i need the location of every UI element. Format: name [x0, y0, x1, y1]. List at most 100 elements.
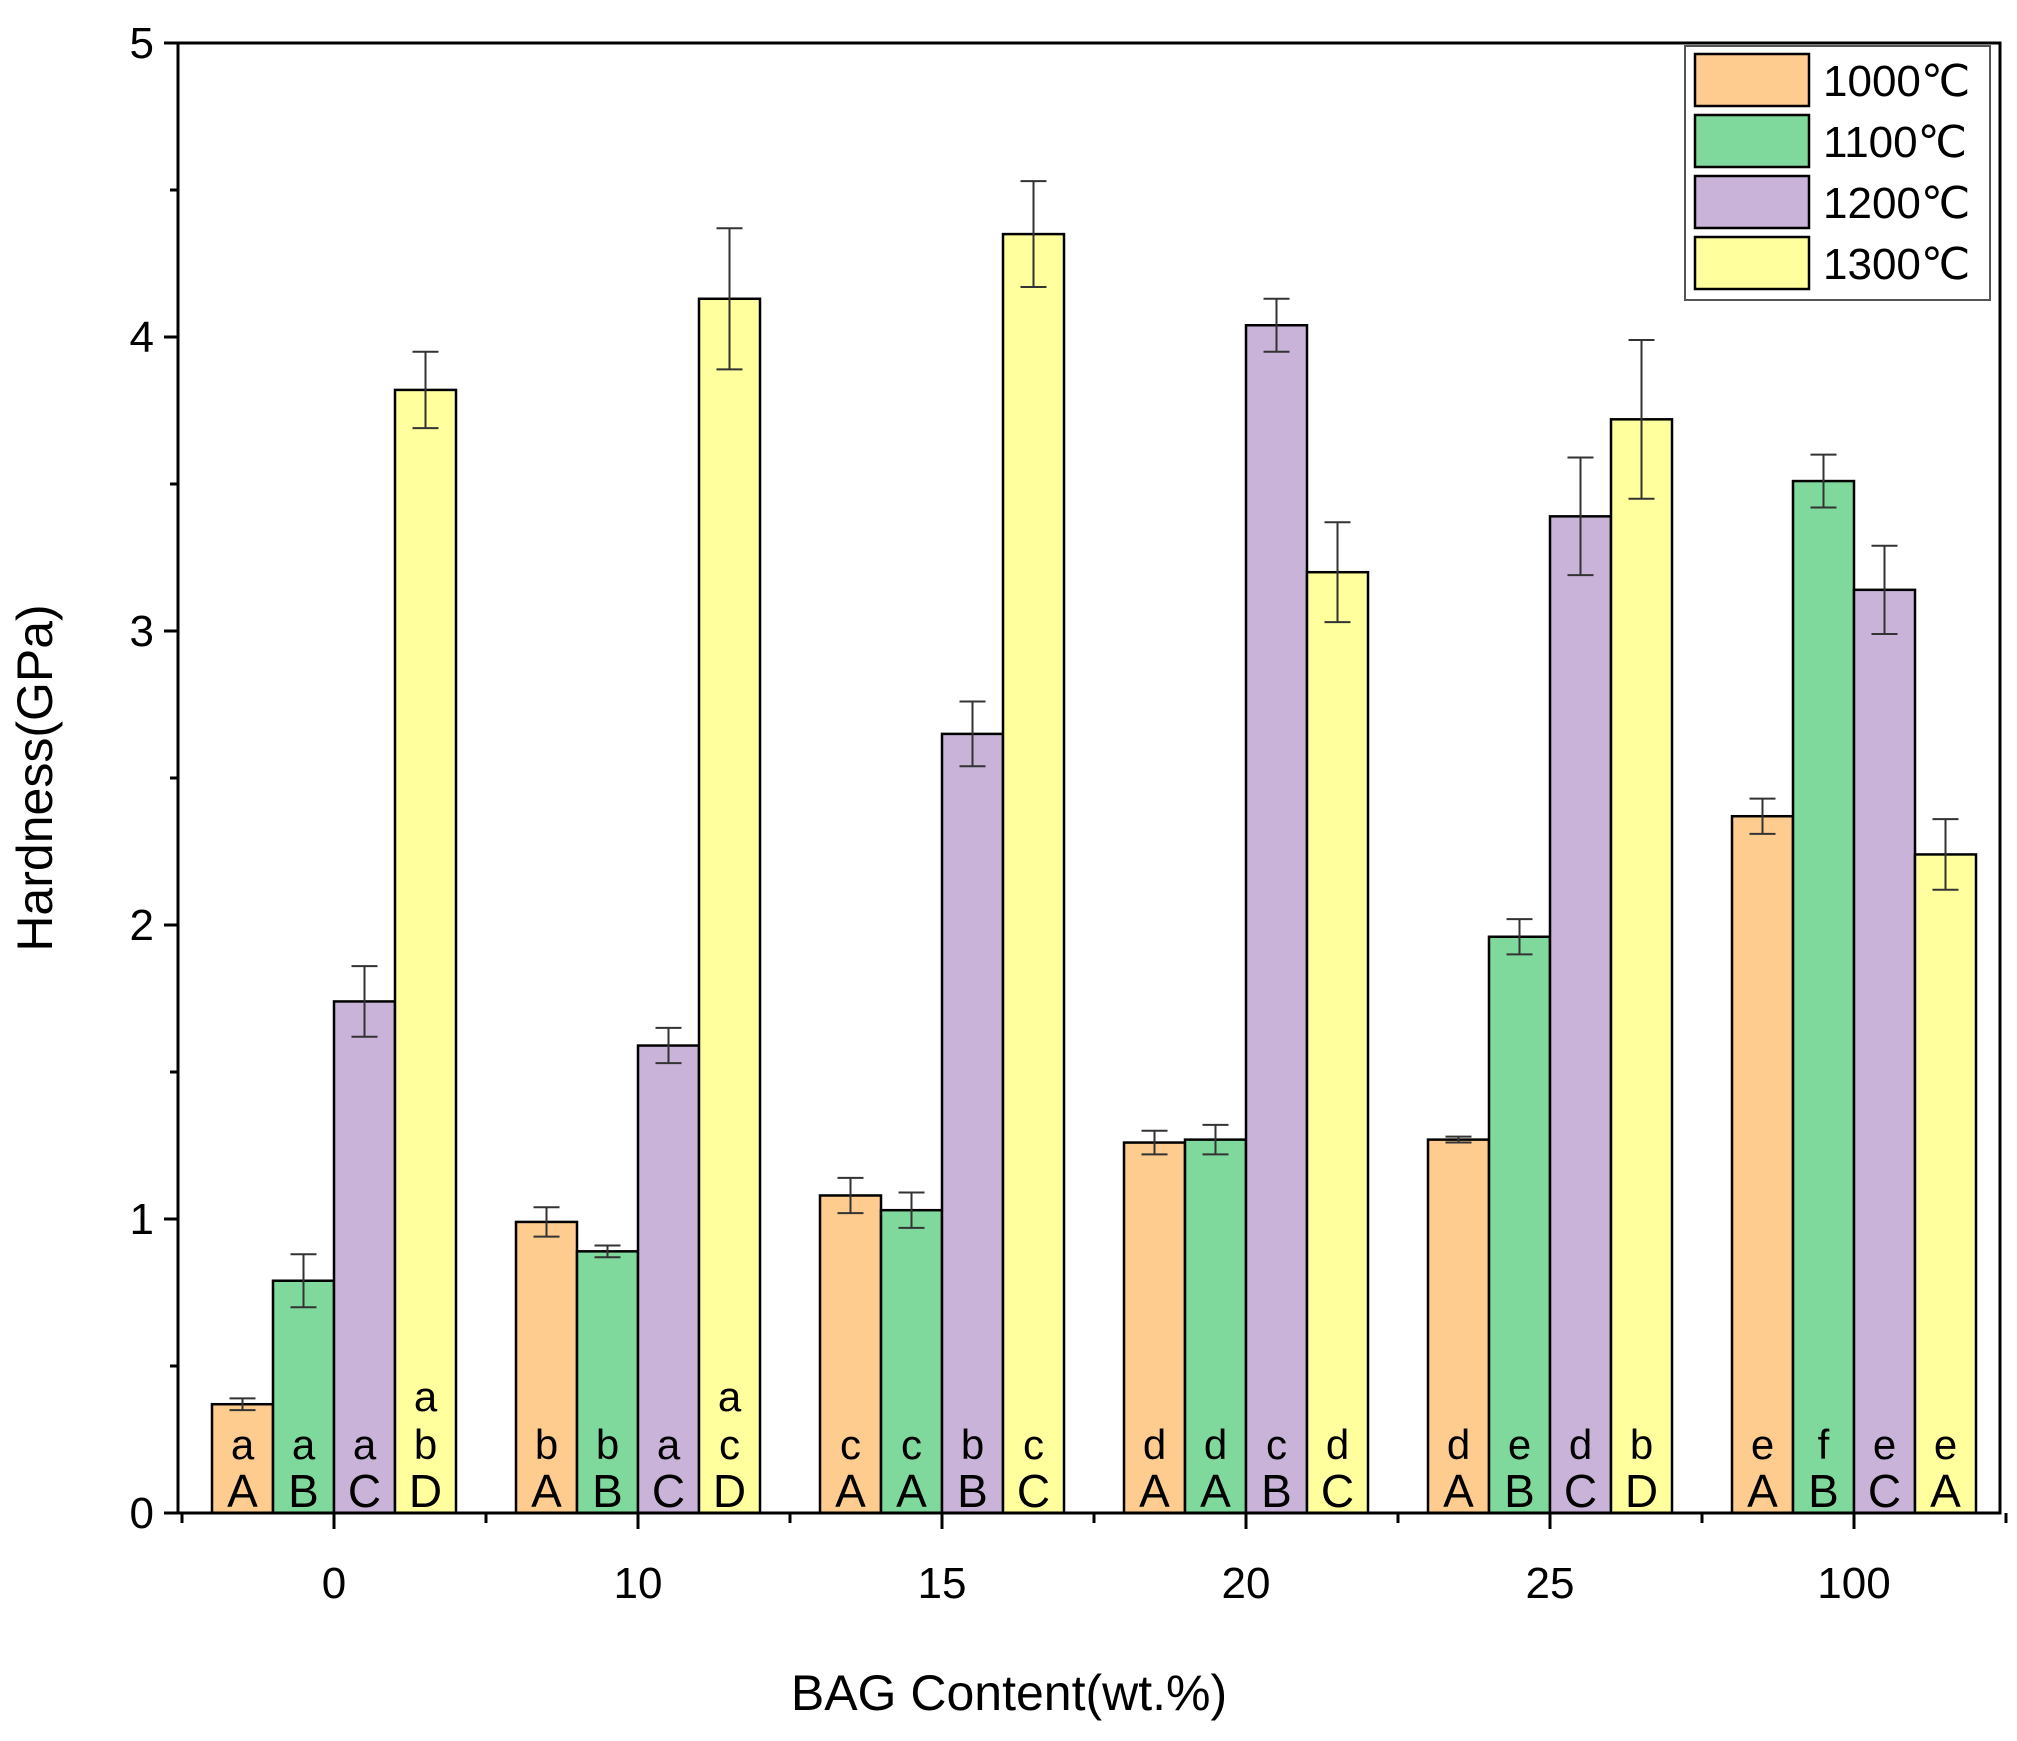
- x-axis-title: BAG Content(wt.%): [791, 1665, 1227, 1721]
- legend: 1000℃ 1100℃ 1200℃ 1300℃: [1684, 45, 1991, 301]
- significance-lower-label: c: [1023, 1421, 1044, 1468]
- bar-1300℃-10: [697, 297, 762, 1515]
- significance-letter: b: [961, 1421, 984, 1468]
- bar-1300℃-0: [393, 388, 458, 1515]
- significance-letter: e: [1751, 1421, 1774, 1468]
- significance-upper-label: C: [1017, 1465, 1050, 1517]
- significance-letter: a: [353, 1421, 377, 1468]
- legend-label: 1300℃: [1823, 240, 1970, 289]
- bar-1200℃-100: [1852, 588, 1917, 1515]
- significance-upper-label: A: [835, 1465, 866, 1517]
- significance-letter: e: [1508, 1421, 1531, 1468]
- significance-letter: f: [1818, 1421, 1830, 1468]
- significance-letter: b: [596, 1421, 619, 1468]
- significance-lower-label: c: [901, 1421, 922, 1468]
- significance-upper-label: B: [1504, 1465, 1535, 1517]
- significance-letter: a: [231, 1421, 255, 1468]
- x-tick-label: 15: [918, 1559, 967, 1608]
- legend-swatch-1300℃: [1693, 235, 1811, 291]
- significance-lower-label: b: [535, 1421, 558, 1468]
- significance-letter: e: [1934, 1421, 1957, 1468]
- significance-upper-label: D: [1625, 1465, 1658, 1517]
- bar-1200℃-20: [1244, 323, 1309, 1515]
- legend-label: 1200℃: [1823, 179, 1970, 228]
- bar-1000℃-15: [818, 1194, 883, 1515]
- significance-lower-label: e: [1873, 1421, 1896, 1468]
- significance-lower-label: b: [961, 1421, 984, 1468]
- significance-lower-label: d: [1326, 1421, 1349, 1468]
- bar-1300℃-100: [1913, 853, 1978, 1515]
- significance-upper-label: C: [348, 1465, 381, 1517]
- x-tick-label: 0: [322, 1559, 346, 1608]
- significance-upper-label: A: [1443, 1465, 1474, 1517]
- significance-letter: c: [840, 1421, 861, 1468]
- legend-label: 1000℃: [1823, 57, 1970, 106]
- significance-lower-label: e: [1751, 1421, 1774, 1468]
- significance-lower-label: a: [231, 1421, 255, 1468]
- significance-upper-label: D: [713, 1465, 746, 1517]
- significance-upper-label: C: [1564, 1465, 1597, 1517]
- legend-label: 1100℃: [1823, 118, 1967, 167]
- bar-1200℃-15: [940, 732, 1005, 1515]
- significance-lower-label: d: [1204, 1421, 1227, 1468]
- significance-letter: d: [1326, 1421, 1349, 1468]
- significance-letter: b: [1630, 1421, 1653, 1468]
- y-tick-label: 5: [130, 19, 154, 68]
- significance-letter: e: [1873, 1421, 1896, 1468]
- significance-upper-label: A: [896, 1465, 927, 1517]
- significance-lower-label: d: [1143, 1421, 1166, 1468]
- significance-lower-label: f: [1818, 1421, 1830, 1468]
- significance-upper-label: B: [1261, 1465, 1292, 1517]
- significance-lower-label: a: [292, 1421, 316, 1468]
- significance-lower-label: e: [1508, 1421, 1531, 1468]
- significance-letter: b: [535, 1421, 558, 1468]
- significance-letter: d: [1143, 1421, 1166, 1468]
- significance-lower-label: a: [657, 1421, 681, 1468]
- bar-1000℃-0: [210, 1402, 275, 1515]
- significance-lower-label: d: [1569, 1421, 1592, 1468]
- significance-letter: c: [901, 1421, 922, 1468]
- bar-1300℃-15: [1001, 232, 1066, 1515]
- bar-1200℃-0: [332, 1000, 397, 1515]
- bar-1100℃-0: [271, 1279, 336, 1515]
- bar-1100℃-100: [1791, 479, 1856, 1515]
- bar-1000℃-100: [1730, 814, 1795, 1515]
- significance-upper-label: B: [1808, 1465, 1839, 1517]
- legend-swatch-1200℃: [1693, 174, 1811, 230]
- significance-lower-label: b: [596, 1421, 619, 1468]
- x-tick-label: 100: [1817, 1559, 1890, 1608]
- y-tick-label: 1: [130, 1195, 154, 1244]
- significance-letter: a: [718, 1373, 742, 1420]
- significance-letter: c: [1023, 1421, 1044, 1468]
- significance-letter: d: [1569, 1421, 1592, 1468]
- significance-lower-label: b: [1630, 1421, 1653, 1468]
- tick-layer: [164, 41, 2008, 1529]
- significance-upper-label: B: [592, 1465, 623, 1517]
- bar-1300℃-20: [1305, 570, 1370, 1515]
- significance-letter: c: [1266, 1421, 1287, 1468]
- significance-upper-label: B: [957, 1465, 988, 1517]
- legend-swatch-1100℃: [1693, 113, 1811, 169]
- significance-lower-label: e: [1934, 1421, 1957, 1468]
- significance-lower-label: d: [1447, 1421, 1470, 1468]
- x-tick-label: 20: [1222, 1559, 1271, 1608]
- bar-1100℃-20: [1183, 1138, 1248, 1515]
- y-tick-label: 2: [130, 901, 154, 950]
- significance-lower-label: a: [353, 1421, 377, 1468]
- legend-swatch-1000℃: [1693, 52, 1811, 108]
- bar-1100℃-25: [1487, 935, 1552, 1515]
- bar-1300℃-25: [1609, 418, 1674, 1515]
- significance-letter: b: [414, 1421, 437, 1468]
- significance-upper-label: C: [1868, 1465, 1901, 1517]
- significance-letter: a: [292, 1421, 316, 1468]
- significance-letter: d: [1447, 1421, 1470, 1468]
- significance-upper-label: C: [1321, 1465, 1354, 1517]
- significance-upper-label: D: [409, 1465, 442, 1517]
- significance-upper-label: C: [652, 1465, 685, 1517]
- significance-upper-label: B: [288, 1465, 319, 1517]
- significance-letter: a: [657, 1421, 681, 1468]
